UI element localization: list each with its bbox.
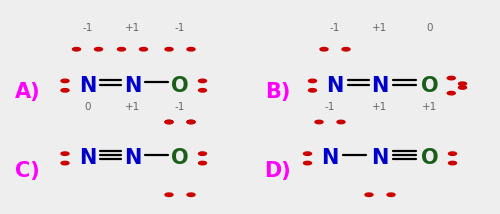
Circle shape: [61, 152, 69, 155]
Circle shape: [165, 120, 173, 124]
Circle shape: [187, 193, 195, 196]
Circle shape: [342, 48, 350, 51]
Circle shape: [198, 89, 206, 92]
Text: +1: +1: [372, 23, 388, 33]
Circle shape: [198, 152, 206, 155]
Circle shape: [165, 120, 173, 124]
Text: N: N: [372, 148, 388, 168]
Circle shape: [72, 48, 80, 51]
Text: D): D): [264, 161, 291, 181]
Text: 0: 0: [427, 23, 433, 33]
Text: -1: -1: [330, 23, 340, 33]
Text: O: O: [171, 76, 189, 96]
Text: -1: -1: [325, 102, 335, 112]
Circle shape: [61, 89, 69, 92]
Text: -1: -1: [175, 23, 185, 33]
Circle shape: [187, 120, 195, 124]
Circle shape: [458, 86, 466, 89]
Circle shape: [458, 82, 466, 85]
Circle shape: [308, 79, 316, 83]
Text: O: O: [421, 148, 439, 168]
Circle shape: [187, 120, 195, 124]
Text: N: N: [124, 76, 141, 96]
Circle shape: [198, 161, 206, 165]
Text: B): B): [265, 82, 290, 102]
Circle shape: [165, 193, 173, 196]
Circle shape: [187, 48, 195, 51]
Circle shape: [448, 161, 456, 165]
Circle shape: [320, 48, 328, 51]
Circle shape: [118, 48, 126, 51]
Text: +1: +1: [422, 102, 438, 112]
Circle shape: [94, 48, 102, 51]
Text: A): A): [14, 82, 40, 102]
Text: N: N: [124, 148, 141, 168]
Text: N: N: [79, 76, 96, 96]
Circle shape: [304, 152, 312, 155]
Text: +1: +1: [125, 102, 140, 112]
Circle shape: [365, 193, 373, 196]
Text: C): C): [15, 161, 40, 181]
Circle shape: [448, 91, 455, 95]
Text: N: N: [372, 76, 388, 96]
Circle shape: [308, 89, 316, 92]
Text: N: N: [326, 76, 344, 96]
Circle shape: [61, 161, 69, 165]
Circle shape: [61, 79, 69, 83]
Text: +1: +1: [125, 23, 140, 33]
Text: -1: -1: [175, 102, 185, 112]
Text: +1: +1: [372, 102, 388, 112]
Circle shape: [165, 48, 173, 51]
Text: -1: -1: [82, 23, 92, 33]
Circle shape: [198, 79, 206, 83]
Circle shape: [448, 152, 456, 155]
Text: 0: 0: [84, 102, 91, 112]
Text: N: N: [322, 148, 338, 168]
Circle shape: [387, 193, 395, 196]
Circle shape: [337, 120, 345, 124]
Text: O: O: [171, 148, 189, 168]
Circle shape: [140, 48, 147, 51]
Circle shape: [315, 120, 323, 124]
Circle shape: [448, 76, 455, 80]
Circle shape: [304, 161, 312, 165]
Text: N: N: [79, 148, 96, 168]
Text: O: O: [421, 76, 439, 96]
